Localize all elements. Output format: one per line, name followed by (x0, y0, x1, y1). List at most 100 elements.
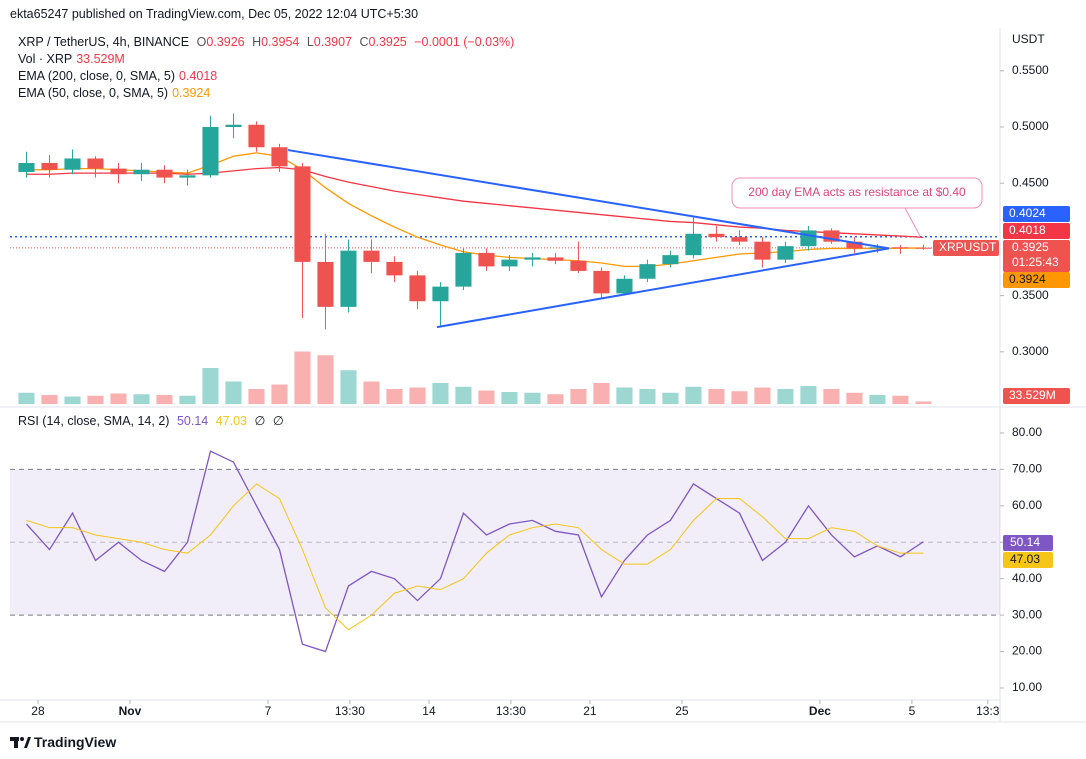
candle-body (501, 259, 518, 267)
logo-part (14, 741, 18, 748)
ema50-label-box (1003, 272, 1070, 288)
x-tick-label: 13:3 (976, 704, 1000, 718)
symbol-label-box (933, 240, 999, 256)
volume-bar (409, 387, 426, 404)
candle-body (317, 261, 334, 307)
candle-body (110, 168, 127, 175)
symbol-title: XRP / TetherUS, 4h, BINANCE (18, 35, 190, 49)
x-tick-label: Nov (119, 704, 142, 718)
volume-label: 33.529M (1009, 388, 1056, 402)
volume-bar (478, 390, 495, 404)
candle-body (915, 247, 932, 249)
ema-value: 0.3924 (172, 86, 211, 100)
x-tick-label: 14 (422, 704, 436, 718)
x-tick-label: 21 (583, 704, 597, 718)
candle-body (570, 260, 587, 271)
ohlc-value: 0.3954 (261, 35, 300, 49)
candle-body (432, 286, 449, 302)
volume-bar (455, 386, 472, 404)
rsi-sma-line (26, 483, 924, 631)
candle-body (685, 233, 702, 256)
volume-bar (202, 368, 219, 404)
volume-bar (501, 392, 518, 404)
volume-bar (271, 384, 288, 404)
candle-body (524, 257, 541, 260)
volume-bar (800, 386, 817, 404)
rsi-value: 50.14 (176, 414, 209, 428)
rsi-legend: RSI (14, close, SMA, 14, 2) 50.14 47.03 … (18, 413, 288, 430)
candle-body (225, 124, 242, 128)
volume-bar (731, 391, 748, 404)
volume-bar (616, 387, 633, 404)
legend-row: EMA (50, close, 0, SMA, 5) 0.3924 (18, 85, 518, 102)
y-tick-label: 0.4500 (1012, 175, 1049, 189)
rsi-flag: ∅ (254, 414, 266, 428)
y-tick-label: 20.00 (1012, 644, 1042, 658)
rsi-value-box (1003, 535, 1053, 551)
volume-value: 33.529M (76, 52, 125, 66)
ema50-label: 0.3924 (1009, 272, 1046, 286)
legend-row: Vol · XRP 33.529M (18, 51, 518, 68)
volume-layer (18, 351, 932, 404)
volume-bar (846, 392, 863, 404)
rsi-line (26, 450, 924, 653)
x-tick-label: 13:30 (496, 704, 526, 718)
ema-name: EMA (50, close, 0, SMA, 5) (18, 86, 169, 100)
annotation-box (731, 177, 983, 209)
ohlc-value: 0.3926 (206, 35, 245, 49)
candle-body (87, 158, 104, 169)
candle-body (294, 166, 311, 262)
volume-bar (64, 396, 81, 404)
published-by: ekta65247 published on TradingView.com, … (10, 7, 419, 21)
y-tick-label: 0.5000 (1012, 119, 1049, 133)
candle-body (156, 169, 173, 178)
volume-label-box (1003, 388, 1070, 404)
ema-name: EMA (200, close, 0, SMA, 5) (18, 69, 176, 83)
ohlc-label: L (306, 35, 314, 49)
candle-body (846, 241, 863, 249)
candle-body (547, 257, 564, 261)
trendline (287, 149, 890, 250)
ema-line (26, 152, 924, 268)
volume-bar (685, 386, 702, 404)
y-tick-label: 10.00 (1012, 680, 1042, 694)
volume-bar (110, 393, 127, 404)
volume-bar (777, 389, 794, 404)
candle-body (179, 175, 196, 178)
y-tick-label: 60.00 (1012, 498, 1042, 512)
candle-body (18, 162, 35, 172)
volume-bar (87, 395, 104, 404)
last-price: 0.3925 (1012, 240, 1049, 254)
rsi-value-label: 47.03 (1010, 552, 1040, 566)
x-tick-label: 13:30 (335, 704, 365, 718)
candle-body (248, 124, 265, 148)
volume-bar (386, 389, 403, 404)
candle-body (754, 241, 771, 260)
volume-bar (570, 389, 587, 404)
candle-body (800, 230, 817, 247)
brand: TradingView (34, 734, 117, 750)
candle-body (340, 250, 357, 307)
x-tick-label: Dec (809, 704, 831, 718)
volume-bar (547, 394, 564, 404)
brand-logo (10, 737, 31, 748)
y-tick-label: 80.00 (1012, 425, 1042, 439)
volume-bar (363, 381, 380, 404)
countdown: 01:25:43 (1012, 255, 1059, 269)
hline-label: 0.4024 (1009, 206, 1046, 220)
volume-bar (294, 351, 311, 404)
legend-row: EMA (200, close, 0, SMA, 5) 0.4018 (18, 68, 518, 85)
candle-body (662, 255, 679, 265)
candle-body (777, 246, 794, 260)
volume-bar (317, 355, 334, 404)
ema200-label-box (1003, 223, 1070, 239)
hline-label-box (1003, 206, 1070, 222)
ema-value: 0.4018 (179, 69, 218, 83)
change: −0.0001 (−0.03%) (414, 35, 515, 49)
symbol-label: XRPUSDT (939, 240, 997, 254)
candle-body (616, 278, 633, 294)
axis-unit: USDT (1012, 32, 1045, 46)
candle-body (409, 275, 426, 302)
